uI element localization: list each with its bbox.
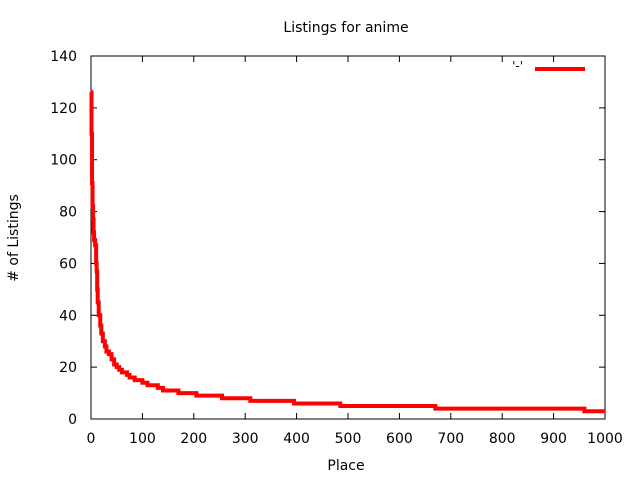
x-tick-label: 600 <box>386 431 413 447</box>
y-axis-label: # of Listings <box>6 194 22 282</box>
y-tick-label: 60 <box>59 256 77 272</box>
y-tick-label: 80 <box>59 205 77 221</box>
series-line-0 <box>89 90 605 414</box>
series-group <box>89 90 605 414</box>
chart-title: Listings for anime <box>283 20 408 36</box>
y-tick-label: 120 <box>50 101 77 117</box>
y-tick-label: 0 <box>68 412 77 428</box>
x-tick-label: 400 <box>283 431 310 447</box>
tick-labels: 0 100 200 300 400 500 600 700 800 900 1000 0 20 40 60 8… <box>50 49 623 447</box>
x-tick-label: 500 <box>335 431 362 447</box>
x-tick-label: 100 <box>129 431 156 447</box>
x-tick-label: 200 <box>180 431 207 447</box>
x-tick-label: 300 <box>232 431 259 447</box>
x-tick-label: 900 <box>540 431 567 447</box>
y-tick-label: 140 <box>50 49 77 65</box>
x-tick-label: 1000 <box>587 431 623 447</box>
plot-frame <box>90 55 606 420</box>
x-tick-label: 800 <box>489 431 516 447</box>
legend-label: '-' <box>512 59 523 73</box>
y-tick-label: 40 <box>59 308 77 324</box>
x-axis-label: Place <box>327 458 364 474</box>
x-tick-label: 0 <box>87 431 96 447</box>
legend: '-' <box>512 59 585 73</box>
y-tick-label: 20 <box>59 360 77 376</box>
axis-ticks <box>90 55 606 420</box>
x-tick-label: 700 <box>437 431 464 447</box>
y-tick-label: 100 <box>50 153 77 169</box>
